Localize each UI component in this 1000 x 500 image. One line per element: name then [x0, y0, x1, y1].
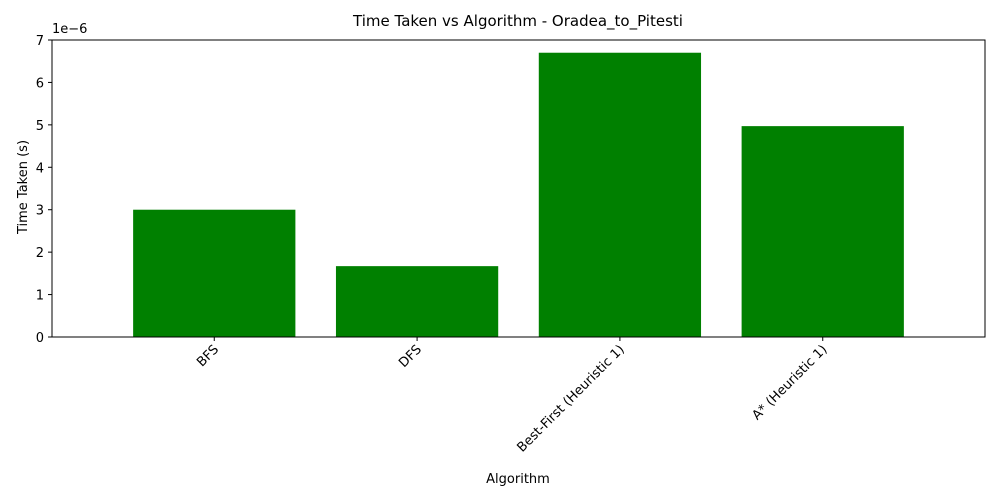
- bar-2: [538, 52, 702, 337]
- bar-3: [741, 126, 904, 337]
- y-tick-label-5: 5: [36, 119, 44, 134]
- x-axis-ticks: BFS DFS Best-First (Heuristic 1) A* (Heuris…: [194, 337, 831, 455]
- y-tick-label-1: 1: [36, 289, 44, 304]
- bar-1: [335, 266, 499, 337]
- x-tick-label-2: Best-First (Heuristic 1): [515, 342, 628, 455]
- y-tick-label-7: 7: [36, 34, 44, 49]
- y-tick-label-4: 4: [36, 161, 44, 176]
- y-axis-ticks: 0 1 2 3 4 5 6 7: [36, 34, 52, 346]
- bars: [133, 52, 904, 337]
- bar-0: [133, 209, 296, 337]
- x-tick-label-1: DFS: [396, 342, 425, 371]
- y-tick-label-2: 2: [36, 246, 44, 261]
- y-tick-label-0: 0: [36, 331, 44, 346]
- chart-title: Time Taken vs Algorithm - Oradea_to_Pite…: [352, 12, 683, 31]
- y-axis-offset-label: 1e−6: [52, 22, 87, 37]
- y-axis-label: Time Taken (s): [16, 140, 31, 235]
- y-tick-label-3: 3: [36, 204, 44, 219]
- x-tick-label-3: A* (Heuristic 1): [749, 342, 830, 423]
- x-axis-label: Algorithm: [486, 472, 550, 487]
- y-tick-label-6: 6: [36, 76, 44, 91]
- x-tick-label-0: BFS: [194, 342, 222, 370]
- plot-frame: [51, 39, 986, 338]
